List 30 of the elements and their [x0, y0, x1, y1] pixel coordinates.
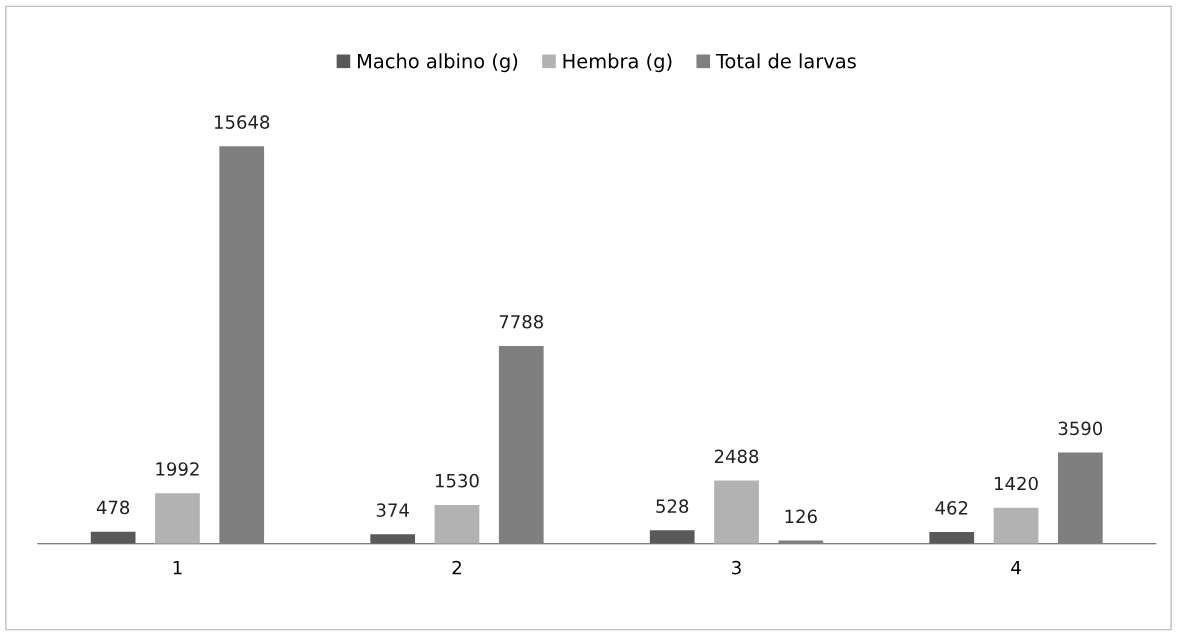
- bar: [649, 530, 695, 544]
- bar: [155, 493, 200, 544]
- bar: [498, 345, 544, 544]
- data-label: 2488: [714, 449, 759, 464]
- data-label: 126: [785, 509, 817, 524]
- data-label: 1992: [156, 462, 199, 476]
- legend-label: Macho albino (g): [358, 53, 518, 73]
- x-tick-label: 4: [1011, 561, 1021, 575]
- x-tick-label: 2: [452, 560, 461, 575]
- bar: [370, 534, 416, 544]
- x-tick-label: 1: [173, 561, 182, 575]
- bar: [993, 507, 1039, 544]
- bar: [219, 146, 265, 544]
- legend-label: Total de larvas: [715, 53, 856, 69]
- bar: [929, 532, 975, 544]
- data-label: 3590: [1058, 421, 1103, 436]
- data-label: 374: [376, 503, 409, 517]
- bar: [90, 531, 136, 544]
- data-label: 1420: [995, 476, 1038, 491]
- data-label: 1530: [435, 473, 479, 488]
- data-label: 528: [656, 499, 689, 513]
- bar: [434, 504, 480, 544]
- data-label: 462: [935, 501, 968, 515]
- data-label: 7788: [499, 314, 543, 329]
- x-tick-label: 3: [732, 560, 741, 575]
- data-label: 15648: [214, 115, 270, 129]
- legend-label: Hembra (g): [563, 53, 672, 73]
- bar: [1057, 452, 1103, 544]
- data-label: 478: [96, 500, 130, 515]
- bar: [714, 480, 759, 544]
